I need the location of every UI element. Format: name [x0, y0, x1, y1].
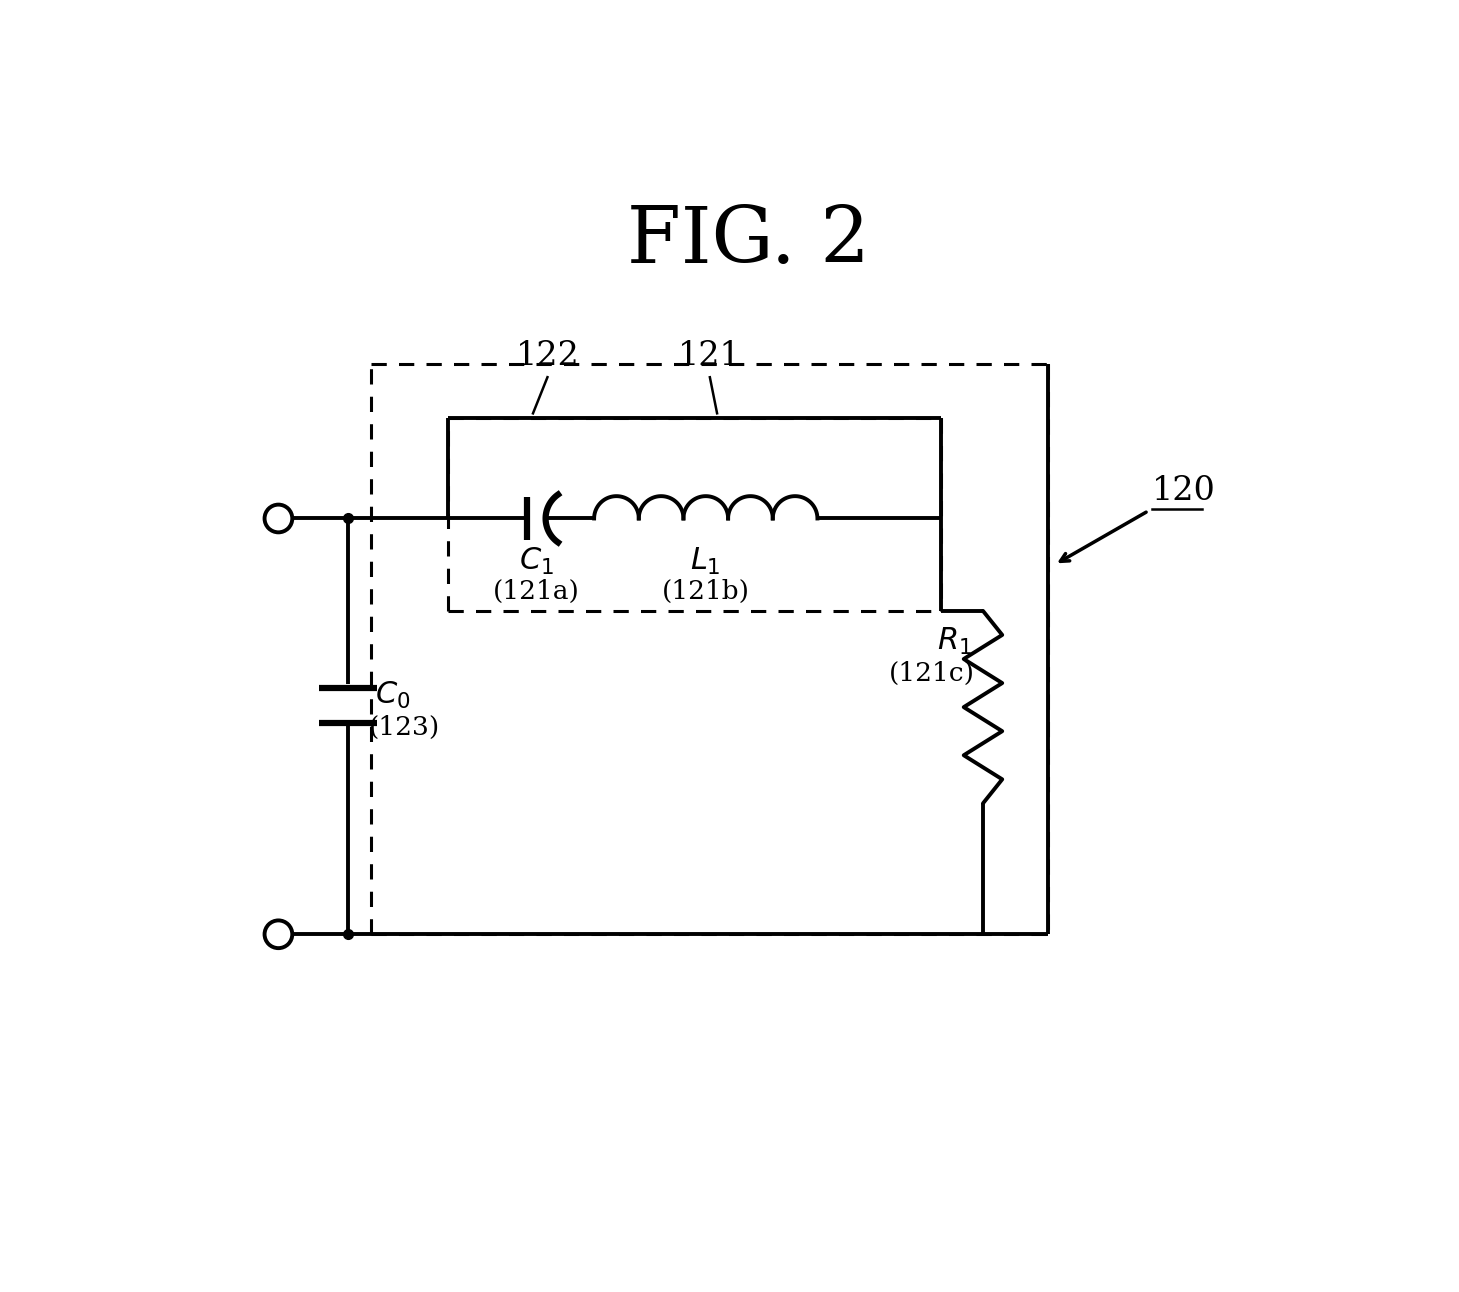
Text: 122: 122	[516, 340, 579, 372]
Text: $L_1$: $L_1$	[690, 545, 721, 576]
Text: (123): (123)	[369, 714, 441, 740]
Text: $R_1$: $R_1$	[937, 627, 972, 658]
Text: $C_0$: $C_0$	[375, 680, 410, 712]
Text: (121c): (121c)	[890, 662, 975, 686]
Text: $C_1$: $C_1$	[519, 545, 554, 576]
Text: 121: 121	[678, 340, 741, 372]
Text: (121a): (121a)	[493, 579, 579, 603]
Text: 120: 120	[1153, 475, 1217, 506]
Text: (121b): (121b)	[662, 579, 750, 603]
Text: FIG. 2: FIG. 2	[627, 203, 870, 279]
